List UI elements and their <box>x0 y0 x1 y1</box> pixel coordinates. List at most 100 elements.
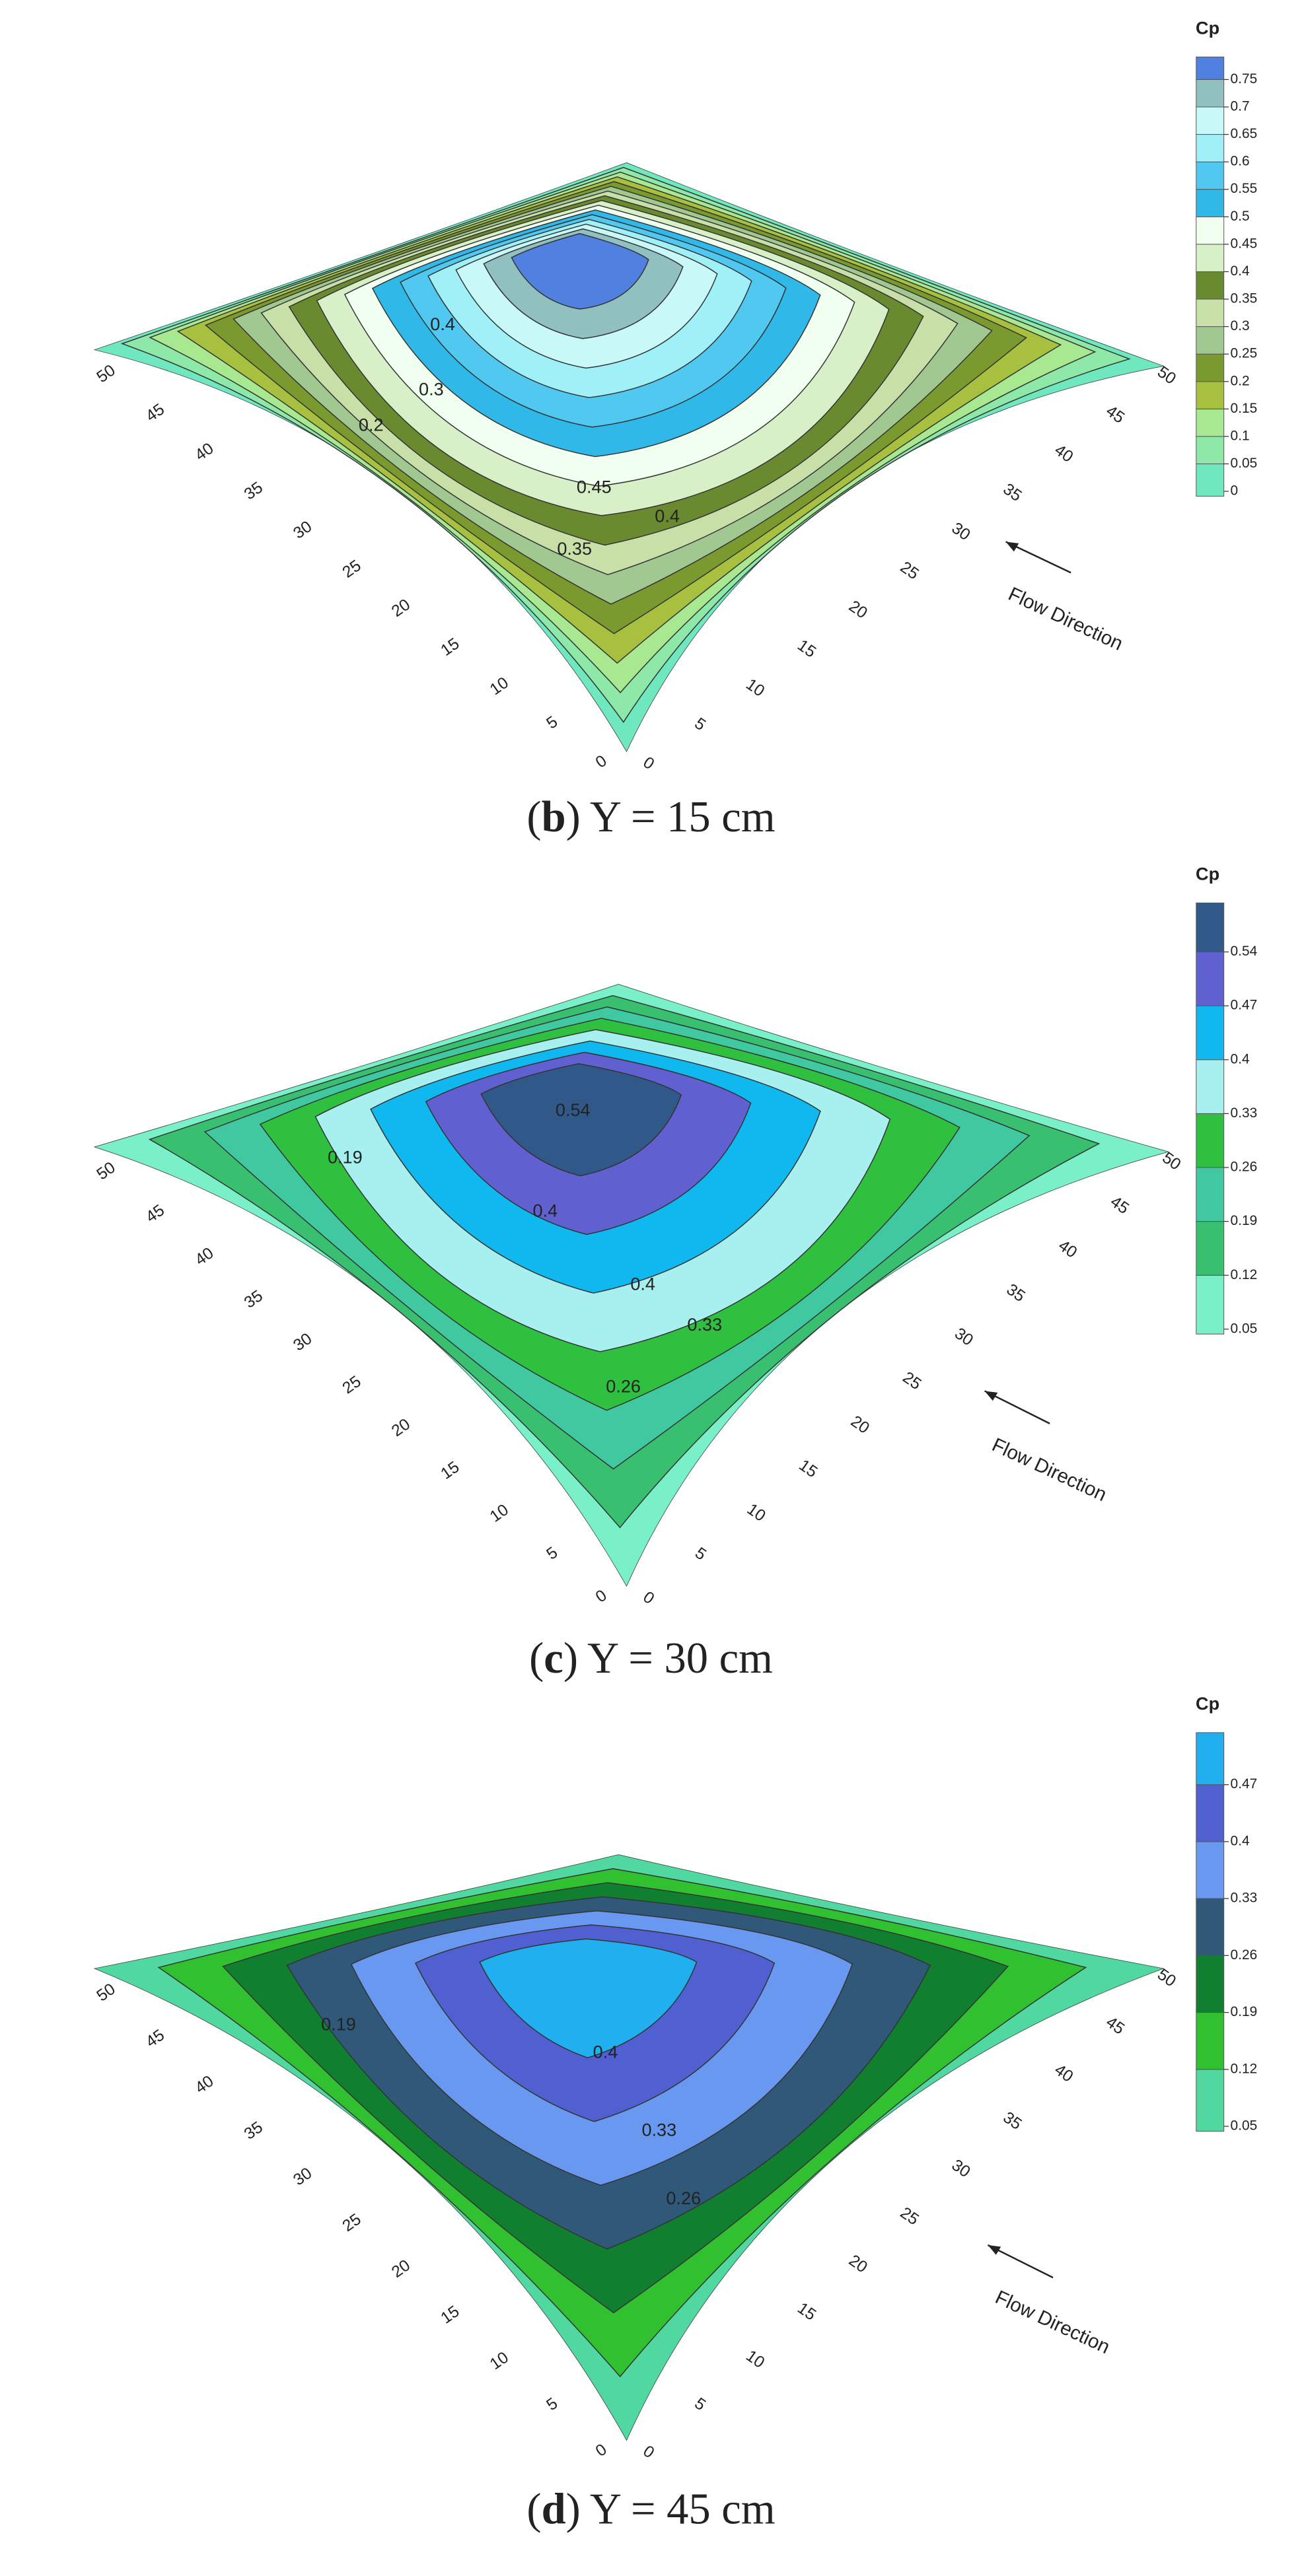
colorbar-swatch <box>1196 1221 1225 1276</box>
colorbar-tick-label: 0.05 <box>1231 456 1258 471</box>
x-tick-label: 20 <box>846 598 871 623</box>
contour-label: 0.26 <box>606 1376 641 1397</box>
colorbar-swatch <box>1196 56 1225 80</box>
colorbar-tick-label: 0.5 <box>1231 209 1250 224</box>
colorbar-swatch <box>1196 1005 1225 1061</box>
x-tick-label: 15 <box>794 637 819 662</box>
contour-region <box>511 233 649 310</box>
caption-open: ( <box>526 2486 541 2534</box>
y-tick-label: 45 <box>143 1201 168 1226</box>
contour-label: 0.4 <box>430 314 455 334</box>
flow-label: Flow Direction <box>989 1434 1110 1506</box>
y-tick-label: 50 <box>94 361 119 386</box>
colorbar-tick-label: 0.15 <box>1231 401 1258 416</box>
contour-label: 0.19 <box>321 2013 356 2034</box>
y-tick-label: 10 <box>487 674 512 699</box>
colorbar-tick-label: 0.75 <box>1231 71 1258 87</box>
x-tick-label: 10 <box>742 676 768 701</box>
colorbar-swatch <box>1196 1059 1225 1114</box>
x-tick-label: 10 <box>742 2347 768 2372</box>
y-tick-label: 50 <box>94 1980 119 2005</box>
colorbar-tick-label: 0.35 <box>1231 291 1258 306</box>
contour-label: 0.35 <box>557 538 592 559</box>
caption-letter: d <box>542 2486 566 2534</box>
flow-arrow <box>987 2244 1054 2279</box>
y-tick-label: 5 <box>544 713 561 733</box>
x-tick-label: 0 <box>639 1588 657 1608</box>
y-tick-label: 25 <box>340 2210 365 2235</box>
y-tick-label: 0 <box>593 2441 610 2460</box>
colorbar-tick-label: 0.6 <box>1231 154 1250 169</box>
x-tick-label: 35 <box>999 2108 1025 2134</box>
x-tick-label: 40 <box>1051 441 1076 466</box>
y-tick-label: 10 <box>487 2349 512 2374</box>
caption: (c) Y = 30 cm <box>529 1634 773 1683</box>
x-tick-label: 30 <box>951 1325 976 1350</box>
y-tick-label: 10 <box>487 1501 512 1526</box>
y-tick-label: 50 <box>94 1159 119 1184</box>
colorbar-tick-label: 0.55 <box>1231 181 1258 196</box>
caption: (b) Y = 15 cm <box>526 793 775 841</box>
colorbar-tick-label: 0.7 <box>1231 99 1250 114</box>
colorbar-swatch <box>1196 244 1225 272</box>
x-tick-label: 5 <box>691 2394 709 2414</box>
colorbar-tick-label: 0.25 <box>1231 346 1258 361</box>
colorbar-swatch <box>1196 326 1225 355</box>
x-tick-label: 0 <box>639 753 657 773</box>
colorbar-tick-label: 0.33 <box>1231 1891 1258 1906</box>
colorbar-swatch <box>1196 408 1225 437</box>
flow-arrowhead <box>984 1391 998 1401</box>
x-tick-label: 35 <box>1003 1280 1029 1305</box>
flow-arrowhead <box>1005 541 1019 552</box>
x-tick-label: 20 <box>846 2252 871 2277</box>
colorbar-swatch <box>1196 106 1225 135</box>
colorbar-tick-label: 0.1 <box>1231 428 1250 443</box>
caption-letter: c <box>544 1634 563 1683</box>
y-tick-label: 15 <box>438 635 463 660</box>
x-tick-label: 45 <box>1107 1193 1132 1218</box>
y-tick-label: 45 <box>143 2026 168 2051</box>
x-tick-label: 25 <box>897 558 922 583</box>
colorbar-tick-label: 0.4 <box>1231 1833 1250 1848</box>
colorbar-tick-label: 0.12 <box>1231 1267 1258 1282</box>
colorbar-tick-label: 0.05 <box>1231 2118 1258 2134</box>
contour-label: 0.3 <box>419 378 444 399</box>
colorbar-title: Cp <box>1196 18 1219 38</box>
y-tick-label: 40 <box>192 1244 217 1269</box>
y-tick-label: 45 <box>143 401 168 426</box>
y-tick-label: 40 <box>192 2072 217 2097</box>
colorbar-swatch <box>1196 271 1225 300</box>
y-tick-label: 0 <box>593 752 610 772</box>
colorbar-title: Cp <box>1196 864 1219 884</box>
colorbar-swatch <box>1196 1167 1225 1222</box>
colorbar-tick-label: 0.54 <box>1231 944 1258 959</box>
colorbar-tick-label: 0.4 <box>1231 263 1250 279</box>
contour-label: 0.19 <box>328 1146 363 1167</box>
flow-label: Flow Direction <box>1005 583 1126 655</box>
x-tick-label: 30 <box>949 519 974 544</box>
caption: (d) Y = 45 cm <box>526 2486 775 2534</box>
caption-open: ( <box>529 1634 544 1683</box>
colorbar-tick-label: 0.26 <box>1231 1947 1258 1963</box>
y-tick-label: 35 <box>241 2118 266 2143</box>
colorbar-tick-label: 0.19 <box>1231 1213 1258 1228</box>
contour-label: 0.33 <box>687 1314 722 1335</box>
colorbar-tick-label: 0.47 <box>1231 998 1258 1013</box>
colorbar-tick-label: 0.4 <box>1231 1051 1250 1066</box>
colorbar-tick-label: 0 <box>1231 483 1239 499</box>
y-tick-label: 20 <box>388 1415 414 1440</box>
x-tick-label: 35 <box>999 480 1025 505</box>
colorbar-swatch <box>1196 381 1225 409</box>
colorbar-swatch <box>1196 79 1225 108</box>
x-tick-label: 30 <box>949 2156 974 2181</box>
contour-label: 0.45 <box>577 476 612 497</box>
contour-region <box>480 1063 682 1177</box>
caption-open: ( <box>526 793 541 841</box>
x-tick-label: 40 <box>1051 2061 1076 2086</box>
y-tick-label: 25 <box>340 1373 365 1398</box>
colorbar-tick-label: 0.65 <box>1231 126 1258 141</box>
contour-label: 0.54 <box>556 1099 591 1120</box>
colorbar-tick-label: 0.12 <box>1231 2061 1258 2076</box>
y-tick-label: 5 <box>544 1544 561 1564</box>
